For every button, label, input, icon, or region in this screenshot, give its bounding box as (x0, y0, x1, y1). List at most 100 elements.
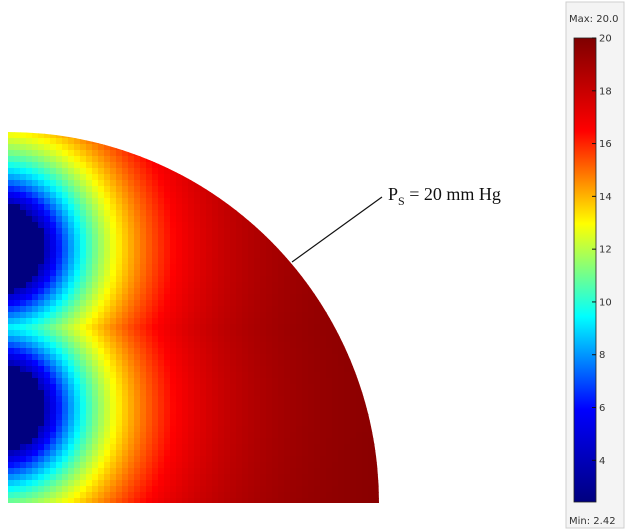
field-cell (86, 306, 93, 313)
field-cell (350, 264, 357, 271)
field-cell (74, 366, 81, 373)
field-cell (92, 444, 99, 451)
field-cell (44, 336, 51, 343)
field-cell (92, 204, 99, 211)
field-cell (32, 150, 39, 157)
field-cell (332, 306, 339, 313)
field-cell (146, 144, 153, 151)
field-cell (254, 246, 261, 253)
field-cell (350, 312, 357, 319)
field-cell (224, 228, 231, 235)
field-cell (212, 486, 219, 493)
field-cell (206, 468, 213, 475)
field-cell (278, 408, 285, 415)
field-cell (86, 336, 93, 343)
field-cell (230, 180, 237, 187)
field-cell (254, 132, 261, 139)
field-cell (152, 342, 159, 349)
field-cell (116, 150, 123, 157)
field-cell (320, 324, 327, 331)
field-cell (134, 228, 141, 235)
field-cell (164, 474, 171, 481)
field-cell (182, 474, 189, 481)
field-cell (290, 156, 297, 163)
field-cell (362, 462, 369, 469)
field-cell (74, 324, 81, 331)
field-cell (50, 396, 57, 403)
field-cell (362, 390, 369, 397)
field-cell (326, 492, 333, 499)
field-cell (224, 312, 231, 319)
field-cell (314, 426, 321, 433)
field-cell (212, 234, 219, 241)
field-cell (14, 132, 21, 139)
field-cell (236, 216, 243, 223)
field-cell (350, 480, 357, 487)
field-cell (44, 210, 51, 217)
field-cell (8, 498, 15, 503)
field-cell (170, 138, 177, 145)
field-cell (158, 228, 165, 235)
field-cell (32, 132, 39, 139)
field-cell (254, 402, 261, 409)
field-cell (14, 162, 21, 169)
field-cell (260, 288, 267, 295)
field-cell (176, 450, 183, 457)
field-cell (296, 168, 303, 175)
field-cell (56, 168, 63, 175)
field-cell (56, 342, 63, 349)
field-cell (164, 204, 171, 211)
field-cell (164, 180, 171, 187)
field-cell (74, 354, 81, 361)
field-cell (296, 360, 303, 367)
field-cell (158, 210, 165, 217)
field-cell (314, 138, 321, 145)
field-cell (278, 318, 285, 325)
field-cell (356, 402, 363, 409)
field-cell (326, 324, 333, 331)
field-cell (194, 192, 201, 199)
field-cell (200, 270, 207, 277)
field-cell (140, 342, 147, 349)
field-cell (50, 276, 57, 283)
field-cell (98, 156, 105, 163)
field-cell (212, 306, 219, 313)
field-cell (8, 420, 15, 427)
field-cell (68, 474, 75, 481)
field-cell (242, 306, 249, 313)
field-cell (26, 174, 33, 181)
field-cell (20, 426, 27, 433)
field-cell (368, 420, 375, 427)
annotation-symbol: P (388, 184, 398, 204)
field-cell (344, 402, 351, 409)
field-cell (218, 360, 225, 367)
field-cell (182, 354, 189, 361)
field-cell (122, 342, 129, 349)
field-cell (350, 228, 357, 235)
field-cell (122, 210, 129, 217)
field-cell (98, 288, 105, 295)
field-cell (326, 210, 333, 217)
field-cell (320, 264, 327, 271)
field-cell (116, 210, 123, 217)
field-cell (248, 306, 255, 313)
field-cell (218, 150, 225, 157)
field-cell (260, 138, 267, 145)
field-cell (170, 210, 177, 217)
field-cell (20, 354, 27, 361)
field-cell (158, 420, 165, 427)
field-cell (80, 216, 87, 223)
field-cell (296, 414, 303, 421)
field-cell (8, 492, 15, 499)
field-cell (230, 492, 237, 499)
field-cell (254, 468, 261, 475)
field-cell (368, 294, 375, 301)
field-cell (278, 480, 285, 487)
field-cell (368, 330, 375, 337)
field-cell (236, 360, 243, 367)
field-cell (248, 132, 255, 139)
field-cell (44, 288, 51, 295)
field-cell (266, 456, 273, 463)
field-cell (8, 414, 15, 421)
field-cell (320, 336, 327, 343)
